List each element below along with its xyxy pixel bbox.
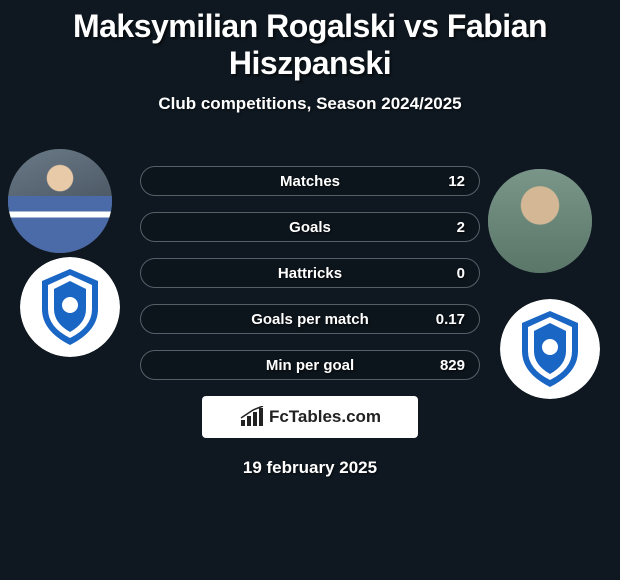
stat-label: Matches [141, 173, 479, 190]
stat-row: Matches 12 [140, 166, 480, 196]
club-right-badge [500, 299, 600, 399]
page-subtitle: Club competitions, Season 2024/2025 [0, 94, 620, 114]
bar-chart-icon [239, 406, 265, 428]
stat-label: Goals [141, 219, 479, 236]
player-left-avatar [8, 149, 112, 253]
content-area: Matches 12 Goals 2 Hattricks 0 Goals per… [0, 144, 620, 478]
shield-icon [500, 299, 600, 399]
page-title: Maksymilian Rogalski vs Fabian Hiszpansk… [0, 8, 620, 82]
stat-row: Hattricks 0 [140, 258, 480, 288]
stat-row: Goals per match 0.17 [140, 304, 480, 334]
stat-row: Min per goal 829 [140, 350, 480, 380]
stat-right-value: 829 [440, 357, 465, 374]
stat-row: Goals 2 [140, 212, 480, 242]
brand-box: FcTables.com [202, 396, 418, 438]
stat-label: Goals per match [141, 311, 479, 328]
stat-right-value: 0.17 [436, 311, 465, 328]
stat-label: Hattricks [141, 265, 479, 282]
footer-date: 19 february 2025 [0, 458, 620, 478]
club-left-badge [20, 257, 120, 357]
stats-table: Matches 12 Goals 2 Hattricks 0 Goals per… [140, 144, 480, 380]
player-right-photo [488, 169, 592, 273]
stat-right-value: 0 [457, 265, 465, 282]
shield-icon [20, 257, 120, 357]
stat-right-value: 12 [448, 173, 465, 190]
player-left-photo [8, 149, 112, 253]
brand-text: FcTables.com [269, 407, 381, 427]
player-right-avatar [488, 169, 592, 273]
stat-right-value: 2 [457, 219, 465, 236]
header: Maksymilian Rogalski vs Fabian Hiszpansk… [0, 0, 620, 114]
stat-label: Min per goal [141, 357, 479, 374]
